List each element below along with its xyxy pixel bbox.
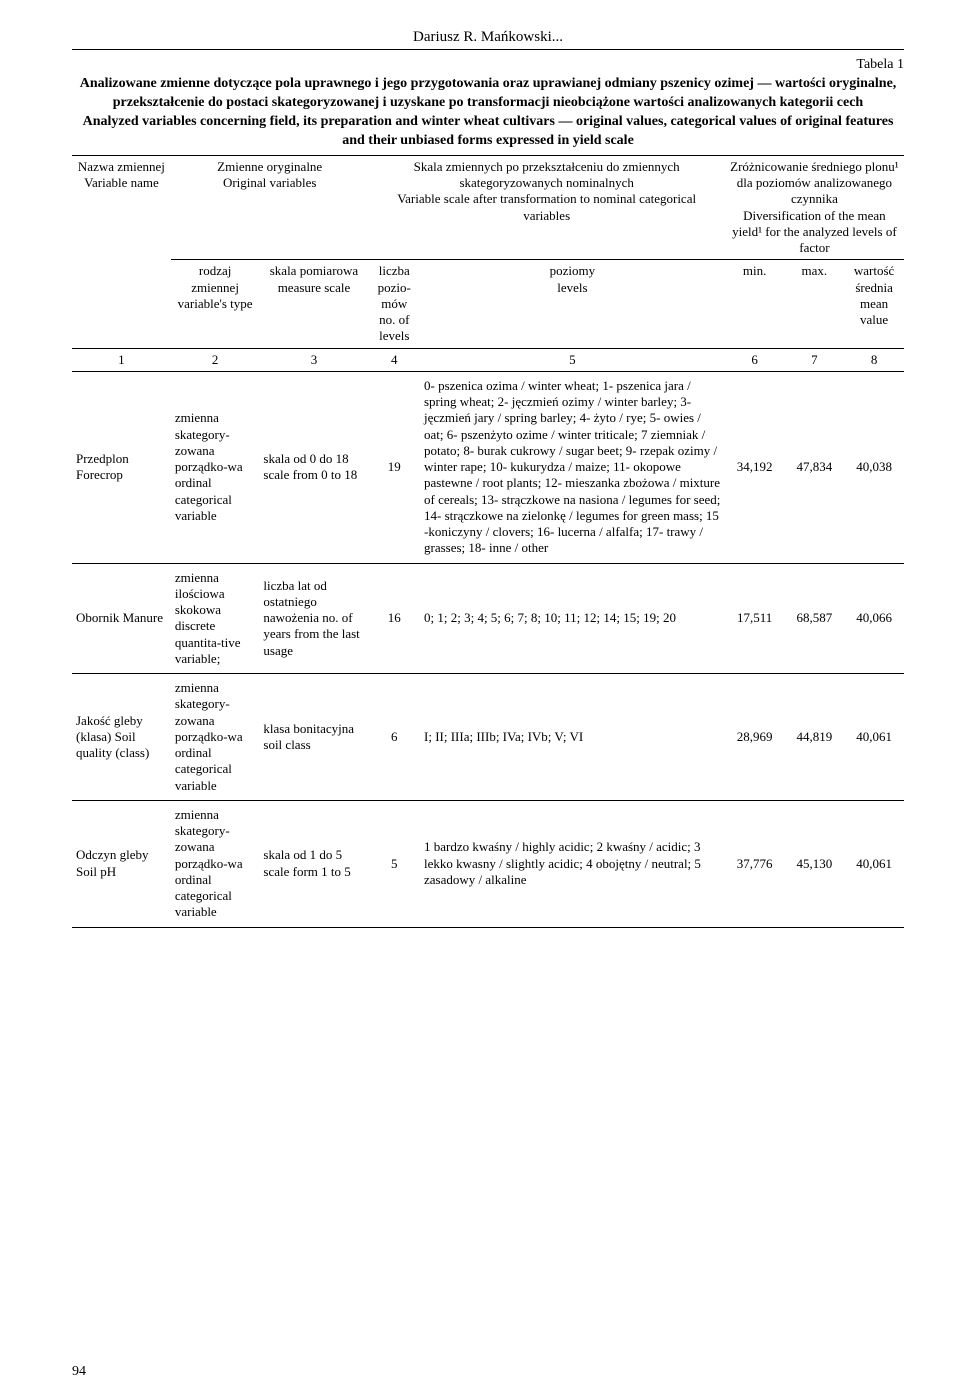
var-type: zmienna skategory-zowana porządko-wa ord…	[171, 800, 260, 927]
table-row: Obornik Manure zmienna ilościowa skokowa…	[72, 563, 904, 674]
var-max: 45,130	[785, 800, 845, 927]
table-row: Jakość gleby (klasa) Soil quality (class…	[72, 674, 904, 801]
var-nlev: 5	[369, 800, 420, 927]
var-scale: skala od 1 do 5 scale form 1 to 5	[259, 800, 368, 927]
colnum: 6	[725, 348, 785, 371]
running-head: Dariusz R. Mańkowski...	[72, 28, 904, 50]
data-table: Nazwa zmiennejVariable name Zmienne oryg…	[72, 155, 904, 928]
var-type: zmienna skategory-zowana porządko-wa ord…	[171, 674, 260, 801]
head-col4-top: Zróżnicowanie średniego plonu¹ dla pozio…	[725, 155, 904, 260]
var-max: 47,834	[785, 371, 845, 563]
var-scale: klasa bonitacyjna soil class	[259, 674, 368, 801]
var-name: Jakość gleby (klasa) Soil quality (class…	[72, 674, 171, 801]
var-nlev: 19	[369, 371, 420, 563]
var-scale: skala od 0 do 18 scale from 0 to 18	[259, 371, 368, 563]
var-scale: liczba lat od ostatniego nawożenia no. o…	[259, 563, 368, 674]
table-label: Tabela 1	[72, 56, 904, 74]
colnum: 8	[844, 348, 904, 371]
head-col3b: poziomylevels	[420, 260, 725, 348]
var-levels: I; II; IIIa; IIIb; IVa; IVb; V; VI	[420, 674, 725, 801]
var-levels: 0- pszenica ozima / winter wheat; 1- psz…	[420, 371, 725, 563]
head-col2-top: Zmienne oryginalneOriginal variables	[171, 155, 369, 260]
var-nlev: 6	[369, 674, 420, 801]
colnum: 1	[72, 348, 171, 371]
var-mean: 40,038	[844, 371, 904, 563]
var-min: 37,776	[725, 800, 785, 927]
var-nlev: 16	[369, 563, 420, 674]
var-mean: 40,066	[844, 563, 904, 674]
var-min: 34,192	[725, 371, 785, 563]
head-col3a: liczba pozio-mów no. of levels	[369, 260, 420, 348]
head-col2a: rodzaj zmiennej variable's type	[171, 260, 260, 348]
var-levels: 0; 1; 2; 3; 4; 5; 6; 7; 8; 10; 11; 12; 1…	[420, 563, 725, 674]
table-row: Odczyn gleby Soil pH zmienna skategory-z…	[72, 800, 904, 927]
table-title: Analizowane zmienne dotyczące pola upraw…	[72, 75, 904, 151]
head-col3-top: Skala zmiennych po przekształceniu do zm…	[369, 155, 725, 260]
var-name: Przedplon Forecrop	[72, 371, 171, 563]
var-min: 17,511	[725, 563, 785, 674]
var-name: Odczyn gleby Soil pH	[72, 800, 171, 927]
colnum: 7	[785, 348, 845, 371]
colnum: 5	[420, 348, 725, 371]
var-name: Obornik Manure	[72, 563, 171, 674]
var-type: zmienna skategory-zowana porządko-wa ord…	[171, 371, 260, 563]
colnum: 3	[259, 348, 368, 371]
table-title-pl: Analizowane zmienne dotyczące pola upraw…	[80, 76, 897, 110]
colnum: 4	[369, 348, 420, 371]
head-col4b: max.	[785, 260, 845, 348]
table-row: Przedplon Forecrop zmienna skategory-zow…	[72, 371, 904, 563]
var-max: 68,587	[785, 563, 845, 674]
head-col4a: min.	[725, 260, 785, 348]
colnum: 2	[171, 348, 260, 371]
head-col4c: wartość średnia mean value	[844, 260, 904, 348]
head-col1: Nazwa zmiennejVariable name	[72, 155, 171, 348]
var-levels: 1 bardzo kwaśny / highly acidic; 2 kwaśn…	[420, 800, 725, 927]
table-title-en: Analyzed variables concerning field, its…	[83, 114, 894, 148]
var-mean: 40,061	[844, 674, 904, 801]
var-max: 44,819	[785, 674, 845, 801]
page-number: 94	[72, 1363, 86, 1381]
var-type: zmienna ilościowa skokowa discrete quant…	[171, 563, 260, 674]
var-min: 28,969	[725, 674, 785, 801]
var-mean: 40,061	[844, 800, 904, 927]
head-col2b: skala pomiarowa measure scale	[259, 260, 368, 348]
